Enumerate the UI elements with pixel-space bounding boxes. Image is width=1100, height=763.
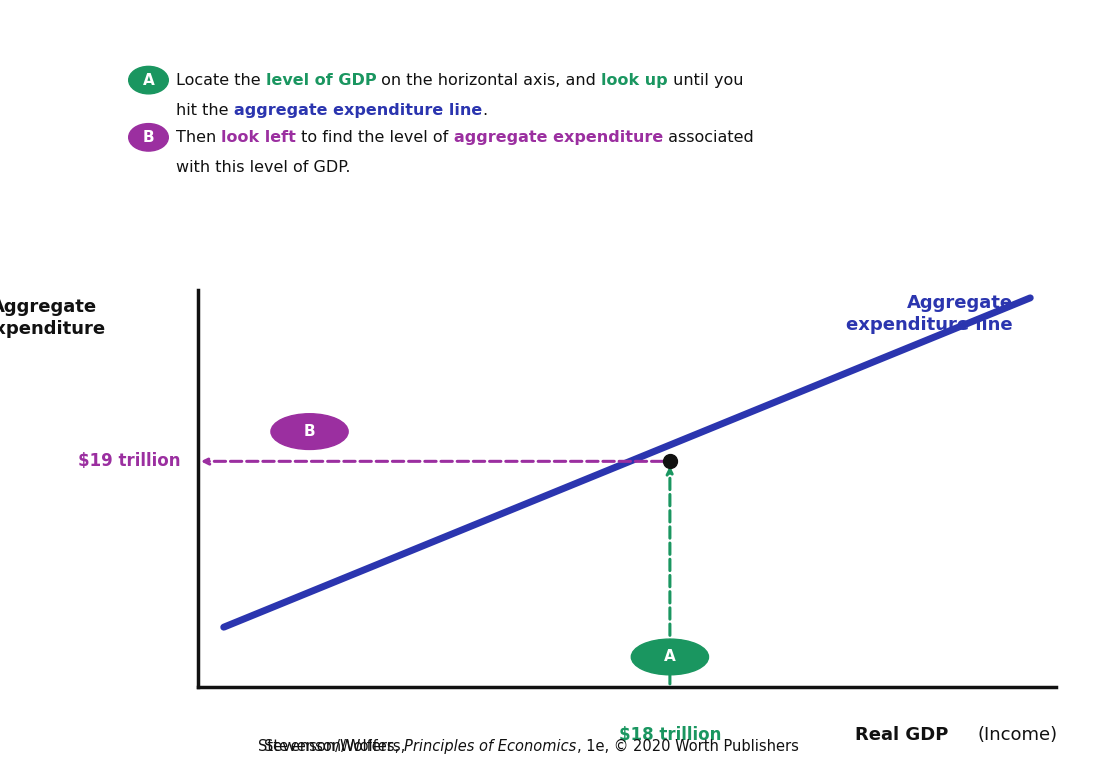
Circle shape <box>631 639 708 674</box>
Text: A: A <box>143 72 154 88</box>
Text: on the horizontal axis, and: on the horizontal axis, and <box>376 72 602 88</box>
Text: look up: look up <box>602 72 668 88</box>
Text: A: A <box>664 649 675 665</box>
Text: Aggregate
expenditure: Aggregate expenditure <box>0 298 106 338</box>
Text: Then: Then <box>176 130 221 145</box>
Text: Locate the: Locate the <box>176 72 266 88</box>
Text: level of GDP: level of GDP <box>266 72 376 88</box>
Text: (Income): (Income) <box>977 726 1057 745</box>
Text: Stevenson/Wolfers,: Stevenson/Wolfers, <box>264 739 410 754</box>
Circle shape <box>129 124 168 151</box>
Text: with this level of GDP.: with this level of GDP. <box>176 160 351 175</box>
Text: aggregate expenditure line: aggregate expenditure line <box>233 103 482 118</box>
Text: look left: look left <box>221 130 296 145</box>
Text: Real GDP: Real GDP <box>855 726 948 745</box>
Text: B: B <box>304 424 316 439</box>
Text: to find the level of: to find the level of <box>296 130 453 145</box>
Text: $18 trillion: $18 trillion <box>618 726 722 745</box>
Text: associated: associated <box>663 130 754 145</box>
Circle shape <box>129 66 168 94</box>
Circle shape <box>271 414 348 449</box>
Text: .: . <box>482 103 487 118</box>
Text: Stevenson/Wolfers,: Stevenson/Wolfers, <box>258 739 405 754</box>
Text: Principles of Economics: Principles of Economics <box>405 739 576 754</box>
Text: aggregate expenditure: aggregate expenditure <box>453 130 663 145</box>
Text: until you: until you <box>668 72 744 88</box>
Text: , 1e, © 2020 Worth Publishers: , 1e, © 2020 Worth Publishers <box>576 739 799 754</box>
Text: hit the: hit the <box>176 103 233 118</box>
Text: Aggregate
expenditure line: Aggregate expenditure line <box>847 294 1013 334</box>
Text: $19 trillion: $19 trillion <box>78 452 180 470</box>
Text: B: B <box>143 130 154 145</box>
